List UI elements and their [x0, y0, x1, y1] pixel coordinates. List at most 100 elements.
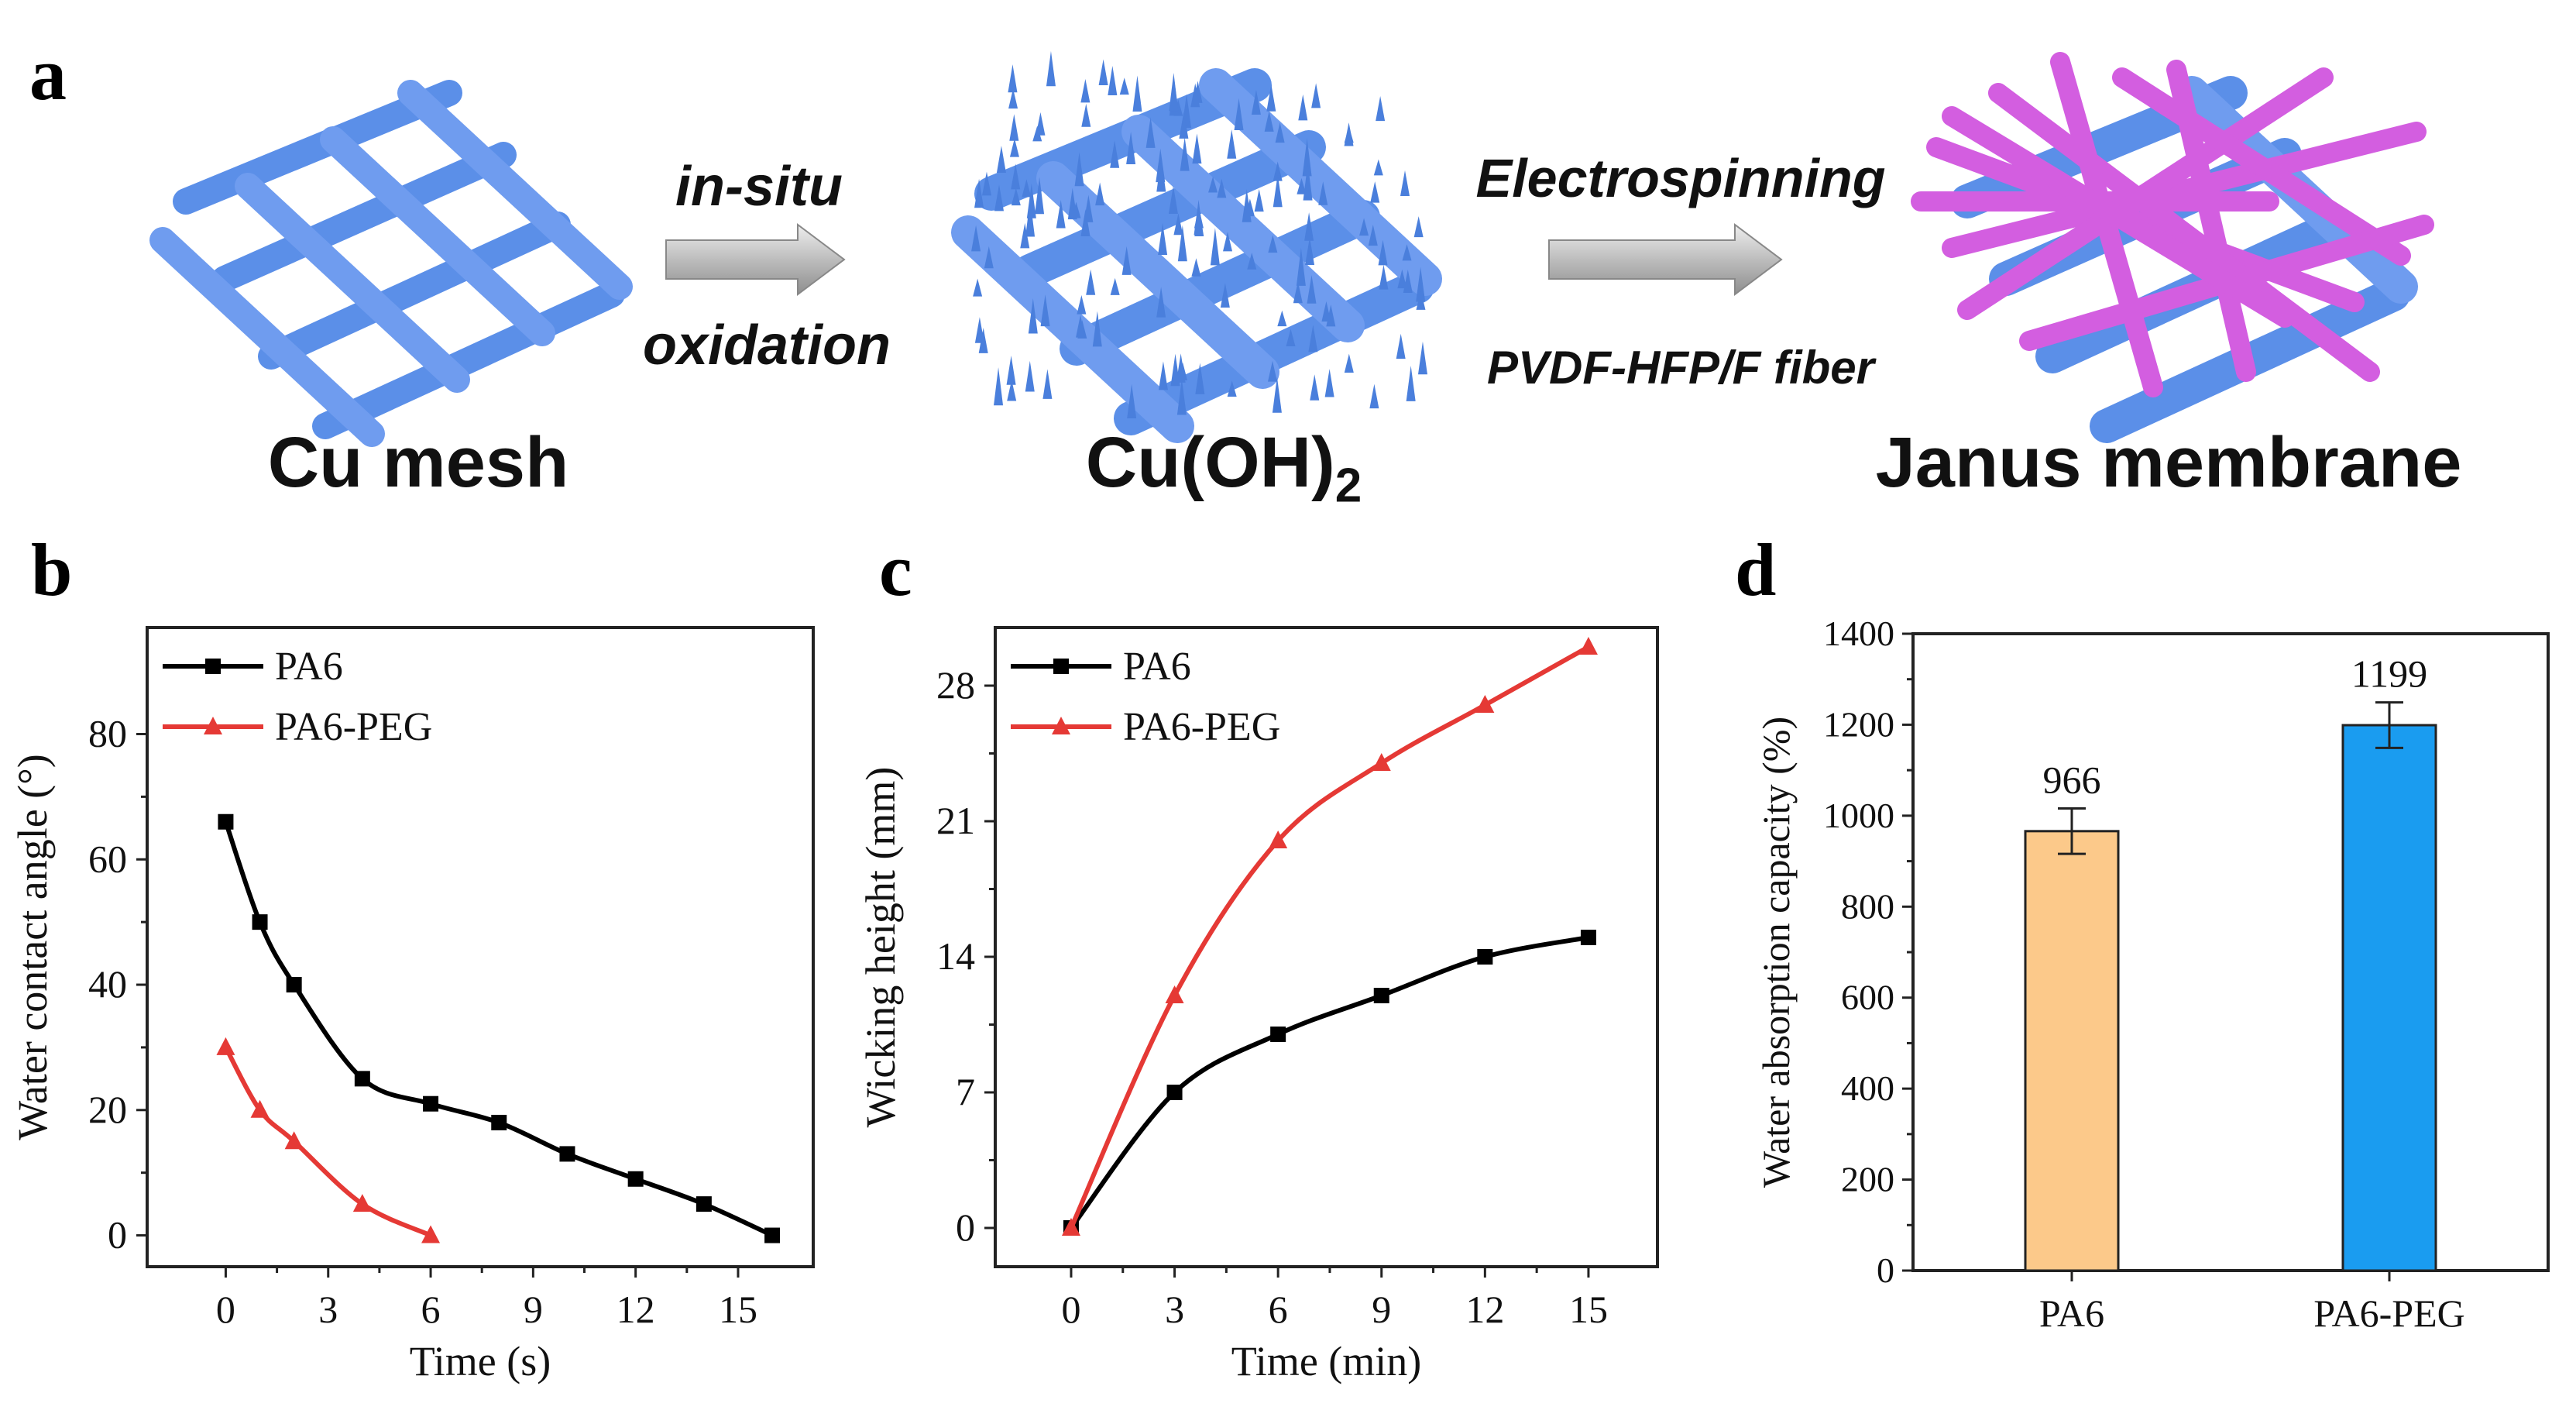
chart-b-x-tick-label: 15 — [719, 1288, 757, 1331]
chart-b-series-1-point — [764, 1227, 781, 1243]
crystal-spike — [1268, 235, 1278, 253]
crystal-spike — [1006, 356, 1016, 385]
crystal-spike — [1210, 228, 1220, 266]
crystal-spike — [981, 171, 991, 196]
chart-b-ylabel: Water contact angle (°) — [9, 754, 56, 1140]
crystal-spike — [1098, 59, 1108, 86]
crystal-spike — [1028, 298, 1038, 334]
crystal-spike — [1040, 294, 1050, 327]
chart-b-series-2-point — [421, 1225, 441, 1243]
crystal-spike — [1192, 133, 1202, 164]
chart-b-y-tick-label: 80 — [88, 712, 127, 755]
chart-b-series-1-point — [491, 1114, 507, 1130]
crystal-spike — [1286, 328, 1296, 346]
chart-c-x-tick-label: 6 — [1269, 1288, 1288, 1331]
crystal-spike — [1025, 360, 1035, 392]
chart-c-x-tick-label: 9 — [1372, 1288, 1391, 1331]
chart-b-series-1-point — [286, 977, 302, 993]
crystal-spike — [1169, 73, 1179, 112]
chart-b-x-tick-label: 9 — [524, 1288, 543, 1331]
chart-b-series-2-point — [216, 1037, 235, 1055]
crystal-spike — [1008, 64, 1018, 93]
crystal-spike — [1406, 366, 1416, 401]
crystal-spike — [1344, 122, 1354, 146]
arrow-1 — [665, 223, 846, 296]
crystal-spike — [1190, 83, 1200, 108]
chart-b-series-1-point — [354, 1071, 370, 1087]
crystal-spike — [1223, 232, 1233, 252]
crystal-spike — [1036, 112, 1046, 136]
crystal-spike — [1308, 325, 1318, 353]
crystal-spike — [994, 367, 1004, 406]
chart-c-series-2-point — [1578, 637, 1598, 655]
chart-c-frame — [994, 626, 1659, 1268]
crystal-spike — [1191, 258, 1201, 277]
crystal-spike — [1413, 216, 1424, 238]
crystal-spike — [1311, 83, 1321, 108]
chart-c-x-tick-label: 15 — [1569, 1288, 1608, 1331]
panel-letter-c: c — [879, 528, 912, 611]
crystal-spike — [1400, 170, 1410, 196]
crystal-spike — [1084, 194, 1094, 222]
crystal-spike — [1092, 311, 1102, 347]
crystal-spike — [1266, 84, 1276, 112]
crystal-spike — [1035, 177, 1045, 215]
crystal-spike — [1417, 341, 1427, 375]
crystal-spike — [1298, 94, 1308, 121]
crystal-spike — [1303, 163, 1313, 201]
crystal-spike — [1086, 269, 1096, 295]
chart-d-y-tick-label: 1000 — [1823, 796, 1894, 835]
panel-letter-a: a — [29, 33, 67, 115]
crystal-spike — [1170, 353, 1180, 387]
panel-letter-b: b — [31, 528, 73, 611]
crystal-spike — [984, 246, 994, 269]
chart-d-y-tick-label: 1200 — [1823, 704, 1894, 744]
crystal-spike — [1179, 112, 1189, 139]
crystal-spike — [1217, 178, 1227, 198]
label-cu-oh2-text: Cu(OH) — [1085, 423, 1335, 502]
chart-b-series-2-point — [352, 1194, 372, 1212]
label-janus-membrane: Janus membrane — [1875, 423, 2462, 502]
crystal-spike — [1009, 114, 1019, 141]
chart-d-ylabel: Water absorption capacity (%) — [1754, 717, 1798, 1188]
chart-c-legend-marker-1 — [1053, 659, 1069, 674]
chart-d-y-tick-label: 0 — [1877, 1250, 1894, 1290]
crystal-spike — [1245, 198, 1255, 217]
crystal-spike — [1251, 89, 1261, 115]
crystal-spike — [1173, 213, 1183, 236]
label-cu-oh2: Cu(OH)2 — [1069, 422, 1379, 513]
panel-letter-d: d — [1735, 528, 1777, 611]
crystal-spike — [1296, 247, 1306, 286]
chart-b-legend-marker-1 — [205, 659, 221, 674]
crystal-spike — [1076, 315, 1086, 338]
crystal-spike — [1227, 380, 1237, 397]
chart-b-y-tick-label: 40 — [88, 962, 127, 1006]
crystal-spike — [1008, 88, 1018, 109]
crystal-spike — [1416, 267, 1426, 302]
chart-c-series-1-line — [1069, 935, 1589, 1230]
crystal-spike — [1022, 179, 1032, 198]
crystal-spike — [1195, 363, 1205, 394]
crystal-spike — [1370, 181, 1380, 203]
chart-b-x-tick-label: 6 — [421, 1288, 441, 1331]
chart-d-y-tick-label: 400 — [1841, 1068, 1894, 1108]
crystal-spike — [1056, 199, 1066, 229]
crystal-spike — [1156, 287, 1166, 318]
chart-b-series-1-point — [218, 813, 234, 830]
chart-b-series-2-point — [284, 1131, 304, 1150]
schematic-diagram — [149, 51, 2434, 447]
crystal-spike — [1247, 253, 1257, 270]
chart-c-y-tick-label: 14 — [936, 934, 975, 978]
crystal-spike — [1310, 374, 1320, 401]
crystal-spike — [1180, 137, 1190, 171]
crystal-spike — [1158, 222, 1168, 255]
crystal-spike — [1081, 103, 1091, 127]
crystal-spike — [1227, 129, 1237, 159]
crystal-spike — [1194, 208, 1204, 236]
chart-c-series-2-point — [1269, 831, 1288, 848]
chart-b-series-2-point — [250, 1099, 270, 1118]
crystal-spike — [1046, 51, 1056, 87]
crystal-spike — [1373, 159, 1383, 176]
crystal-spike — [1156, 156, 1166, 192]
crystal-spike — [1318, 181, 1328, 205]
